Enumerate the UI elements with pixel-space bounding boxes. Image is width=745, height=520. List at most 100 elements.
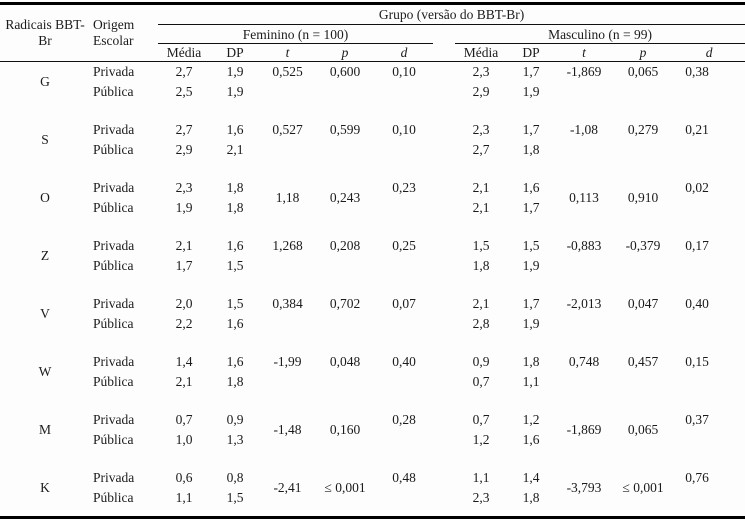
cell-fem-p: 0,048 [329,354,361,369]
cell-fem-privada-dp: 1,9 [226,64,244,79]
cell-masc-publica-media: 2,7 [472,142,490,157]
cell-fem-p: 0,160 [329,422,361,437]
cell-masc-p: 0,047 [627,296,659,311]
table-row-K-privada: K Privada 0,6 0,8 -2,41 ≤ 0,001 0,48 1,1… [0,468,745,495]
table-row-O-publica: Pública 1,9 1,8 2,1 1,7 [0,198,745,218]
header-row-stats: Média DP t p d Média DP t p d [0,43,745,62]
table-row-M-publica: Pública 1,0 1,3 1,2 1,6 [0,430,745,450]
cell-masc-privada-media: 2,3 [472,122,490,137]
cell-fem-publica-dp: 1,6 [226,316,244,331]
spacer-row [0,450,745,468]
cell-masc-publica-dp: 1,9 [522,258,540,273]
cell-fem-privada-dp: 1,6 [226,122,244,137]
column-gap [433,352,455,392]
table-row-W-publica: Pública 2,1 1,8 0,7 1,1 [0,372,745,392]
cell-masc-privada-dp: 1,7 [522,296,540,311]
header-row-sex: Feminino (n = 100) Masculino (n = 99) [0,24,745,44]
cell-fem-t: -2,41 [273,480,302,495]
cell-fem-d: 0,10 [392,64,416,79]
cell-fem-privada-dp: 1,8 [226,180,244,195]
table-row-G-privada: G Privada 2,7 1,9 0,525 0,600 0,10 2,3 1… [0,62,745,89]
cell-fem-d: 0,10 [392,122,416,137]
cell-fem-t: -1,99 [273,354,302,369]
table-row-G-publica: Pública 2,5 1,9 2,9 1,9 [0,82,745,102]
cell-fem-p: 0,600 [329,64,361,79]
cell-masc-publica-media: 2,1 [472,200,490,215]
cell-fem-t: 1,18 [275,190,300,205]
cell-masc-privada-media: 2,1 [472,180,490,195]
cell-masc-publica-dp: 1,1 [522,374,540,389]
origem-publica-label: Pública [93,432,134,447]
spacer-row [0,160,745,178]
cell-fem-p: 0,243 [329,190,361,205]
cell-fem-t: 1,268 [272,238,303,253]
spacer-row [0,334,745,352]
cell-masc-publica-media: 2,8 [472,316,490,331]
cell-masc-d: 0,21 [685,122,709,137]
column-gap [433,43,455,62]
cell-fem-p: 0,208 [329,238,361,253]
cell-masc-d: 0,76 [685,470,709,485]
radical-label: O [40,190,50,205]
cell-fem-d: 0,28 [392,412,416,427]
group-header-grupo: Grupo (versão do BBT-Br) [158,3,745,25]
table-row-S-privada: S Privada 2,7 1,6 0,527 0,599 0,10 2,3 1… [0,120,745,147]
cell-masc-d: 0,15 [685,354,709,369]
cell-masc-d: 0,02 [685,180,709,195]
cell-masc-p: 0,910 [627,190,659,205]
cell-fem-publica-dp: 1,5 [226,258,244,273]
cell-fem-privada-media: 2,1 [175,238,193,253]
table-body: G Privada 2,7 1,9 0,525 0,600 0,10 2,3 1… [0,62,745,518]
radical-label: M [38,422,51,437]
cell-masc-p: 0,457 [627,354,659,369]
cell-fem-p: 0,599 [329,122,361,137]
origem-privada-label: Privada [93,64,135,79]
cell-fem-privada-media: 2,3 [175,180,193,195]
cell-masc-privada-media: 2,3 [472,64,490,79]
column-header-radicais: Radicais BBT-Br [0,3,90,62]
masc-dp-header: DP [507,43,555,62]
origem-privada-label: Privada [93,354,135,369]
cell-masc-p: ≤ 0,001 [622,480,664,495]
masc-t-header: t [555,43,613,62]
cell-masc-privada-dp: 1,7 [522,64,540,79]
cell-fem-publica-dp: 1,8 [226,200,244,215]
cell-fem-privada-dp: 1,6 [226,354,244,369]
table-row-M-privada: M Privada 0,7 0,9 -1,48 0,160 0,28 0,7 1… [0,410,745,437]
cell-fem-p: 0,702 [329,296,361,311]
cell-masc-t: -3,793 [566,480,602,495]
cell-masc-privada-dp: 1,5 [522,238,540,253]
cell-masc-t: 0,748 [568,354,600,369]
cell-masc-publica-dp: 1,7 [522,200,540,215]
origem-publica-label: Pública [93,490,134,505]
cell-fem-publica-dp: 2,1 [226,142,244,157]
cell-fem-t: 0,527 [272,122,303,137]
table-row-Z-publica: Pública 1,7 1,5 1,8 1,9 [0,256,745,276]
cell-masc-d: 0,38 [685,64,709,79]
cell-masc-publica-media: 0,7 [472,374,490,389]
cell-masc-privada-dp: 1,7 [522,122,540,137]
cell-fem-privada-media: 1,4 [175,354,193,369]
cell-masc-privada-media: 1,5 [472,238,490,253]
cell-fem-d: 0,23 [392,180,416,195]
cell-fem-privada-dp: 0,9 [226,412,244,427]
cell-fem-privada-media: 0,6 [175,470,193,485]
cell-masc-publica-media: 2,3 [472,490,490,505]
cell-fem-privada-media: 2,7 [175,64,193,79]
cell-fem-publica-media: 2,9 [175,142,193,157]
origem-privada-label: Privada [93,296,135,311]
cell-fem-privada-dp: 0,8 [226,470,244,485]
cell-masc-p: 0,279 [627,122,659,137]
cell-masc-t: -1,08 [569,122,599,137]
cell-fem-p: ≤ 0,001 [324,480,366,495]
cell-fem-privada-media: 2,7 [175,122,193,137]
column-gap [433,120,455,160]
radical-label: Z [40,248,50,263]
cell-masc-p: -0,379 [625,238,661,253]
cell-masc-privada-media: 1,1 [472,470,490,485]
cell-masc-publica-dp: 1,8 [522,142,540,157]
table-header: Radicais BBT-Br Origem Escolar Grupo (ve… [0,3,745,62]
origem-publica-label: Pública [93,374,134,389]
